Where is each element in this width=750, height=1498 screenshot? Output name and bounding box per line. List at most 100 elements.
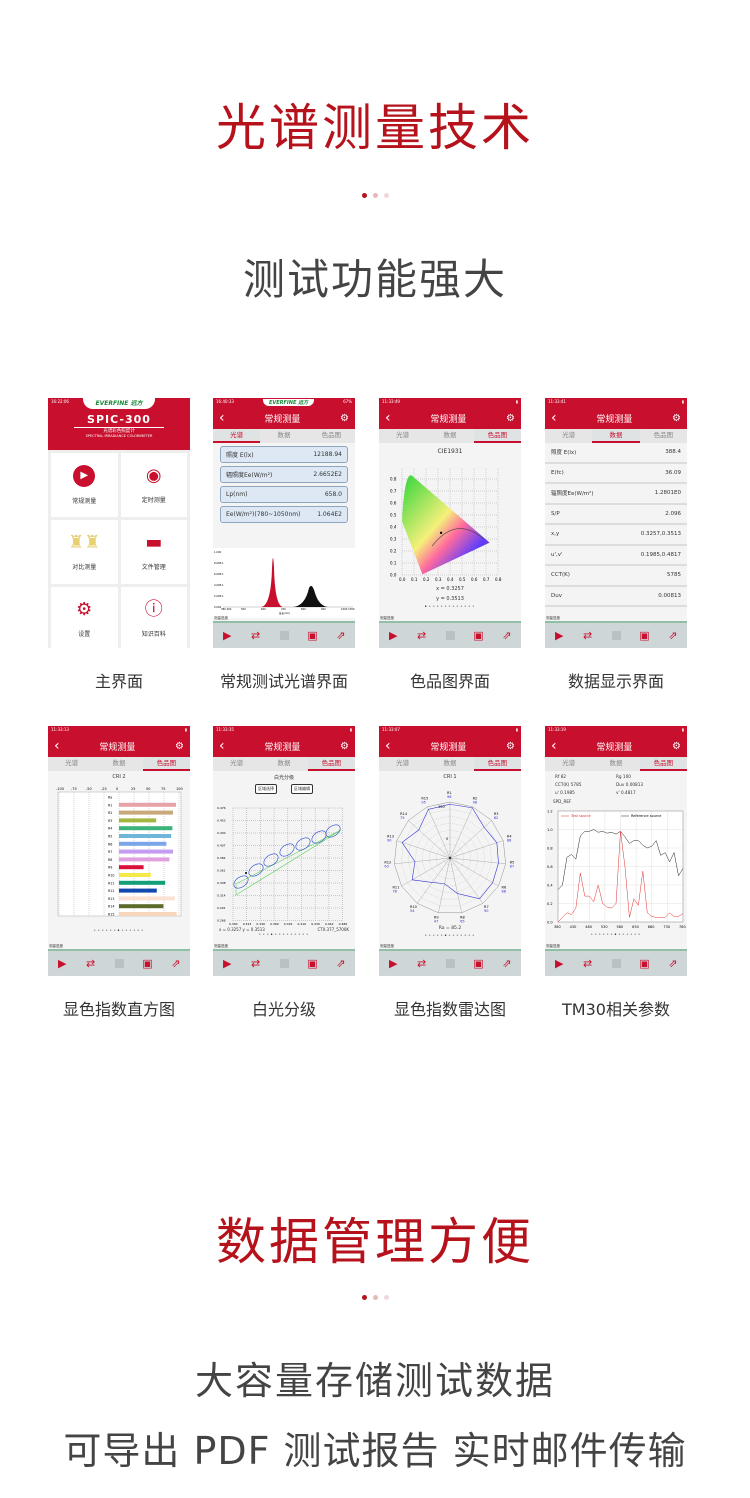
page-dot[interactable]: • [444, 933, 449, 939]
gear-icon[interactable]: ⚙ [672, 740, 681, 752]
page-dot[interactable]: • [602, 932, 607, 938]
page-dot[interactable]: • [428, 933, 433, 939]
tab-chromaticity[interactable]: 色品图 [653, 431, 674, 439]
page-dot[interactable]: • [293, 932, 298, 938]
stop-button[interactable] [270, 623, 298, 648]
tab-data[interactable]: 数据 [443, 759, 457, 767]
page-dot[interactable]: • [109, 928, 114, 934]
page-dot[interactable]: • [278, 932, 283, 938]
share-button[interactable]: ⇗ [162, 951, 190, 976]
page-dot[interactable]: • [101, 928, 106, 934]
page-dot[interactable]: • [637, 932, 642, 938]
page-dot[interactable]: • [455, 604, 460, 610]
tab-chromaticity[interactable]: 色品图 [473, 757, 521, 771]
page-dot[interactable]: • [610, 932, 615, 938]
page-dot[interactable]: • [132, 928, 137, 934]
save-button[interactable]: ▣ [133, 951, 161, 976]
tab-chromaticity[interactable]: 色品图 [639, 757, 687, 771]
page-dot[interactable]: • [428, 604, 433, 610]
page-dot[interactable]: • [432, 604, 437, 610]
page-dot[interactable]: • [140, 928, 145, 934]
tab-chromaticity[interactable]: 色品图 [473, 429, 521, 443]
gear-icon[interactable]: ⚙ [506, 740, 515, 752]
tab-data[interactable]: 数据 [609, 759, 623, 767]
page-dot[interactable]: • [598, 932, 603, 938]
share-button[interactable]: ⇗ [659, 951, 687, 976]
page-dot[interactable]: • [136, 928, 141, 934]
page-dot[interactable]: • [128, 928, 133, 934]
page-dot[interactable]: • [621, 932, 626, 938]
play-button[interactable]: ▶ [379, 623, 407, 648]
page-dot[interactable]: • [282, 932, 286, 938]
page-dot[interactable]: • [606, 932, 611, 938]
page-dot[interactable]: • [590, 932, 595, 938]
back-icon[interactable]: ‹ [219, 738, 225, 754]
back-icon[interactable]: ‹ [54, 738, 60, 754]
menu-tile-1[interactable]: ▶ 常规测量 [51, 453, 118, 517]
play-button[interactable]: ▶ [213, 951, 241, 976]
page-dot[interactable]: • [467, 604, 472, 610]
menu-tile-4[interactable]: ▬ 文件管理 [120, 520, 187, 584]
repeat-button[interactable]: ⇄ [407, 623, 435, 648]
region-edit-button[interactable]: 区域编辑 [291, 784, 313, 794]
tab-spectrum[interactable]: 光谱 [230, 759, 244, 767]
page-dot[interactable]: • [305, 932, 310, 938]
stop-button[interactable] [602, 623, 630, 648]
page-dot[interactable]: • [436, 604, 441, 610]
menu-tile-2[interactable]: ◉ 定时测量 [120, 453, 187, 517]
tab-spectrum[interactable]: 光谱 [213, 429, 261, 443]
repeat-button[interactable]: ⇄ [241, 951, 269, 976]
stop-button[interactable] [602, 951, 630, 976]
gear-icon[interactable]: ⚙ [175, 740, 184, 752]
page-dot[interactable]: • [633, 932, 638, 938]
page-dot[interactable]: • [297, 932, 302, 938]
stop-button[interactable] [105, 951, 133, 976]
save-button[interactable]: ▣ [298, 623, 326, 648]
page-dot[interactable]: • [270, 932, 275, 938]
tab-chromaticity[interactable]: 色品图 [142, 757, 190, 771]
page-dot[interactable]: • [93, 928, 98, 934]
page-dot[interactable]: • [629, 932, 634, 938]
tab-data[interactable]: 数据 [277, 759, 291, 767]
page-dot[interactable]: • [448, 933, 452, 939]
play-button[interactable]: ▶ [545, 951, 573, 976]
play-button[interactable]: ▶ [213, 623, 241, 648]
page-dot[interactable]: • [258, 932, 263, 938]
back-icon[interactable]: ‹ [385, 738, 391, 754]
page-dot[interactable]: • [440, 604, 445, 610]
stop-button[interactable] [436, 951, 464, 976]
page-dot[interactable]: • [274, 932, 279, 938]
save-button[interactable]: ▣ [630, 951, 658, 976]
page-dot[interactable]: • [614, 932, 618, 938]
share-button[interactable]: ⇗ [327, 951, 355, 976]
repeat-button[interactable]: ⇄ [241, 623, 269, 648]
page-dot[interactable]: • [97, 928, 102, 934]
play-button[interactable]: ▶ [48, 951, 76, 976]
repeat-button[interactable]: ⇄ [573, 623, 601, 648]
tab-data[interactable]: 数据 [443, 431, 457, 439]
page-dot[interactable]: • [424, 933, 429, 939]
save-button[interactable]: ▣ [464, 623, 492, 648]
page-dot[interactable]: • [124, 928, 129, 934]
gear-icon[interactable]: ⚙ [340, 412, 349, 424]
tab-spectrum[interactable]: 光谱 [396, 431, 410, 439]
page-dot[interactable]: • [448, 604, 452, 610]
page-dot[interactable]: • [266, 932, 271, 938]
share-button[interactable]: ⇗ [493, 951, 521, 976]
gear-icon[interactable]: ⚙ [506, 412, 515, 424]
repeat-button[interactable]: ⇄ [407, 951, 435, 976]
menu-tile-6[interactable]: ⓘ 知识百科 [120, 587, 187, 648]
tab-spectrum[interactable]: 光谱 [562, 431, 576, 439]
share-button[interactable]: ⇗ [493, 623, 521, 648]
page-dot[interactable]: • [617, 932, 622, 938]
page-dot[interactable]: • [436, 933, 441, 939]
tab-data[interactable]: 数据 [112, 759, 126, 767]
back-icon[interactable]: ‹ [385, 410, 391, 426]
page-dot[interactable]: • [424, 604, 429, 610]
page-dot[interactable]: • [285, 932, 290, 938]
tab-spectrum[interactable]: 光谱 [65, 759, 79, 767]
tab-chromaticity[interactable]: 色品图 [321, 431, 342, 439]
stop-button[interactable] [270, 951, 298, 976]
page-dot[interactable]: • [440, 933, 445, 939]
page-dot[interactable]: • [467, 933, 472, 939]
